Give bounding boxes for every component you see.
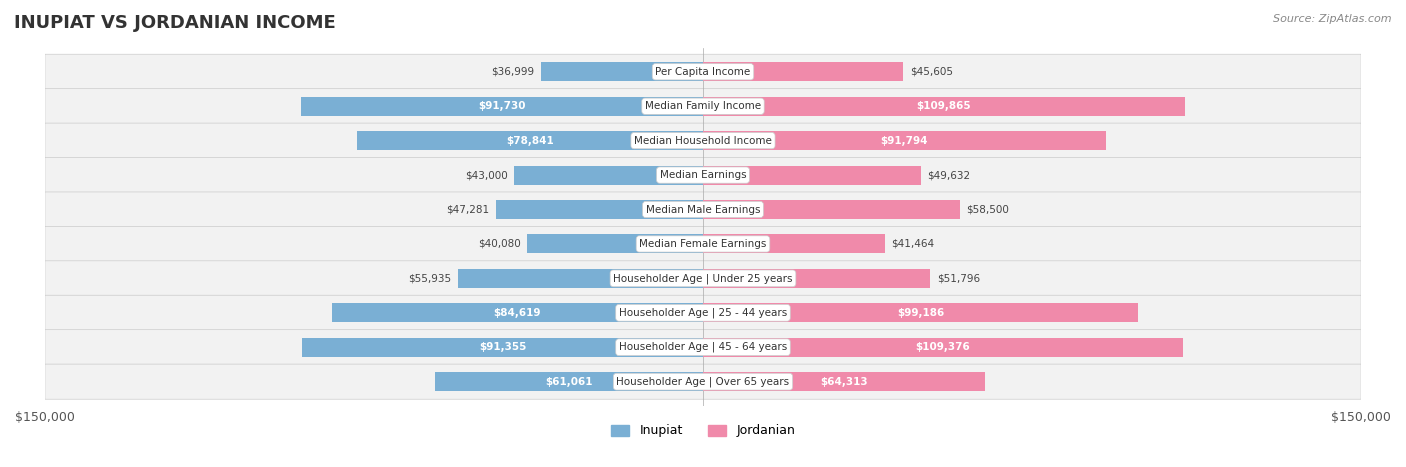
Bar (541, 62, 703, 81)
Text: Per Capita Income: Per Capita Income (655, 67, 751, 77)
FancyBboxPatch shape (45, 54, 1361, 89)
Text: $99,186: $99,186 (897, 308, 945, 318)
Bar (357, 131, 703, 150)
FancyBboxPatch shape (45, 330, 1361, 365)
Bar (527, 234, 703, 254)
Text: $45,605: $45,605 (910, 67, 953, 77)
Text: $47,281: $47,281 (446, 205, 489, 214)
FancyBboxPatch shape (45, 226, 1361, 262)
Legend: Inupiat, Jordanian: Inupiat, Jordanian (606, 419, 800, 442)
Text: $91,794: $91,794 (880, 135, 928, 146)
Bar (703, 131, 1105, 150)
FancyBboxPatch shape (45, 295, 1361, 330)
FancyBboxPatch shape (45, 261, 1361, 296)
Text: $55,935: $55,935 (408, 273, 451, 283)
Bar (703, 338, 1182, 357)
Text: $36,999: $36,999 (491, 67, 534, 77)
Bar (703, 372, 986, 391)
Text: Householder Age | Over 65 years: Householder Age | Over 65 years (616, 376, 790, 387)
Text: $109,376: $109,376 (915, 342, 970, 352)
Bar (703, 200, 960, 219)
Text: Householder Age | 25 - 44 years: Householder Age | 25 - 44 years (619, 308, 787, 318)
Bar (332, 304, 703, 322)
Text: $109,865: $109,865 (917, 101, 972, 111)
Text: $40,080: $40,080 (478, 239, 520, 249)
Bar (703, 234, 884, 254)
Text: $91,730: $91,730 (478, 101, 526, 111)
Text: Median Household Income: Median Household Income (634, 135, 772, 146)
Text: $61,061: $61,061 (546, 377, 593, 387)
Text: $58,500: $58,500 (966, 205, 1010, 214)
Text: $41,464: $41,464 (891, 239, 935, 249)
Bar (703, 304, 1137, 322)
Text: Median Earnings: Median Earnings (659, 170, 747, 180)
Text: Householder Age | Under 25 years: Householder Age | Under 25 years (613, 273, 793, 283)
Bar (703, 166, 921, 184)
Bar (434, 372, 703, 391)
Text: Median Family Income: Median Family Income (645, 101, 761, 111)
Bar (515, 166, 703, 184)
FancyBboxPatch shape (45, 89, 1361, 124)
FancyBboxPatch shape (45, 123, 1361, 158)
Text: Householder Age | 45 - 64 years: Householder Age | 45 - 64 years (619, 342, 787, 353)
Bar (495, 200, 703, 219)
FancyBboxPatch shape (45, 192, 1361, 227)
Text: $43,000: $43,000 (465, 170, 508, 180)
Text: $51,796: $51,796 (936, 273, 980, 283)
Text: $91,355: $91,355 (479, 342, 526, 352)
Text: INUPIAT VS JORDANIAN INCOME: INUPIAT VS JORDANIAN INCOME (14, 14, 336, 32)
Bar (703, 269, 931, 288)
Text: $78,841: $78,841 (506, 135, 554, 146)
Bar (703, 97, 1185, 116)
FancyBboxPatch shape (45, 364, 1361, 399)
Bar (301, 97, 703, 116)
FancyBboxPatch shape (45, 157, 1361, 193)
Bar (457, 269, 703, 288)
Text: $84,619: $84,619 (494, 308, 541, 318)
Text: $49,632: $49,632 (928, 170, 970, 180)
Bar (703, 62, 903, 81)
Text: Median Male Earnings: Median Male Earnings (645, 205, 761, 214)
Text: Source: ZipAtlas.com: Source: ZipAtlas.com (1274, 14, 1392, 24)
Bar (302, 338, 703, 357)
Text: Median Female Earnings: Median Female Earnings (640, 239, 766, 249)
Text: $64,313: $64,313 (820, 377, 868, 387)
